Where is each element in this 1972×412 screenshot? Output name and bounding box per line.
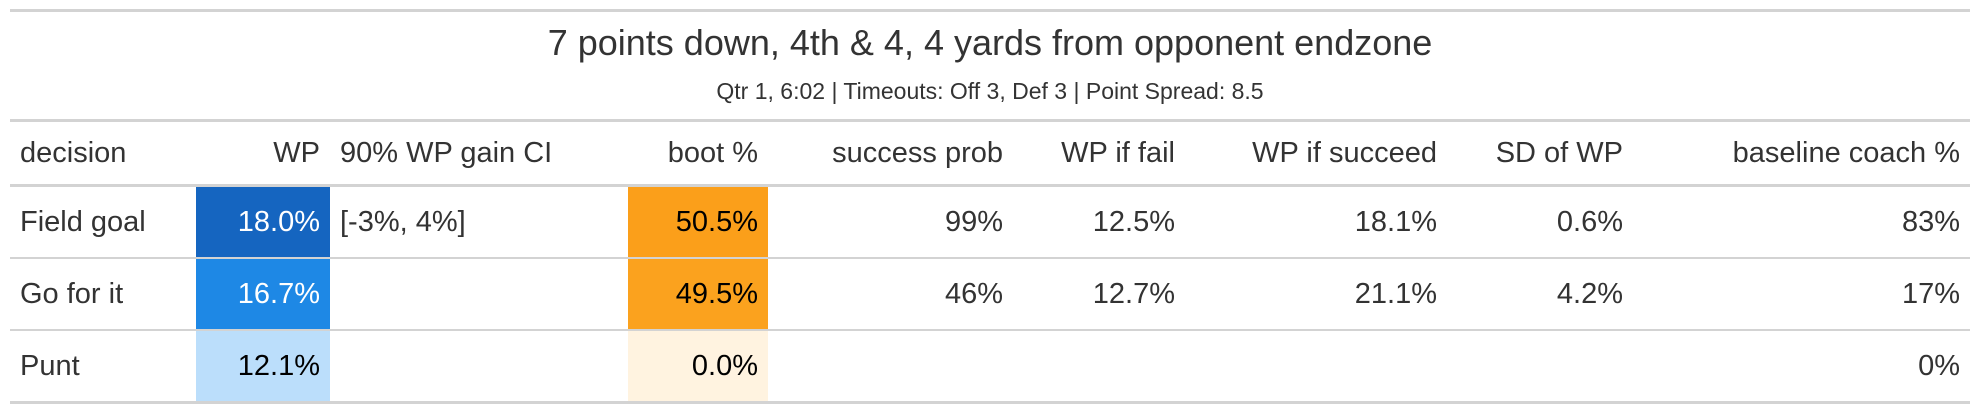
col-header-success: success prob [768,122,1013,187]
cell-wp-fail: 12.5% [1013,185,1185,259]
cell-decision: Punt [10,330,196,404]
col-header-wp: WP [196,122,330,187]
cell-wp: 12.1% [196,330,330,404]
cell-boot: 50.5% [628,185,768,259]
cell-boot: 49.5% [628,258,768,331]
cell-wp: 16.7% [196,258,330,331]
col-header-baseline: baseline coach % [1633,122,1970,187]
header-rule [10,119,1970,122]
cell-ci: [-3%, 4%] [330,185,628,259]
table-row: Punt 12.1% 0.0% 0% [10,330,1970,404]
col-header-wp-fail: WP if fail [1013,122,1185,187]
cell-ci [330,258,628,331]
col-header-decision: decision [10,122,196,187]
top-rule [10,9,1970,12]
cell-ci [330,330,628,404]
col-header-ci: 90% WP gain CI [330,122,628,187]
col-header-boot: boot % [628,122,768,187]
cell-wp: 18.0% [196,185,330,259]
cell-baseline: 17% [1633,258,1970,331]
cell-baseline: 0% [1633,330,1970,404]
col-header-wp-succeed: WP if succeed [1185,122,1447,187]
cell-sd [1447,330,1633,404]
cell-baseline: 83% [1633,185,1970,259]
cell-wp-fail [1013,330,1185,404]
table-title: 7 points down, 4th & 4, 4 yards from opp… [547,22,1433,63]
cell-wp-succeed: 21.1% [1185,258,1447,331]
table-row: Go for it 16.7% 49.5% 46% 12.7% 21.1% 4.… [10,258,1970,331]
table-row: Field goal 18.0% [-3%, 4%] 50.5% 99% 12.… [10,185,1970,259]
cell-sd: 0.6% [1447,185,1633,259]
cell-success [768,330,1013,404]
header-row: decision WP 90% WP gain CI boot % succes… [10,122,1970,187]
decision-table: decision WP 90% WP gain CI boot % succes… [10,122,1970,404]
cell-wp-succeed: 18.1% [1185,185,1447,259]
cell-decision: Go for it [10,258,196,331]
cell-success: 46% [768,258,1013,331]
col-header-sd: SD of WP [1447,122,1633,187]
cell-wp-fail: 12.7% [1013,258,1185,331]
cell-success: 99% [768,185,1013,259]
cell-decision: Field goal [10,185,196,259]
cell-wp-succeed [1185,330,1447,404]
cell-sd: 4.2% [1447,258,1633,331]
cell-boot: 0.0% [628,330,768,404]
table-subtitle: Qtr 1, 6:02 | Timeouts: Off 3, Def 3 | P… [716,78,1264,104]
